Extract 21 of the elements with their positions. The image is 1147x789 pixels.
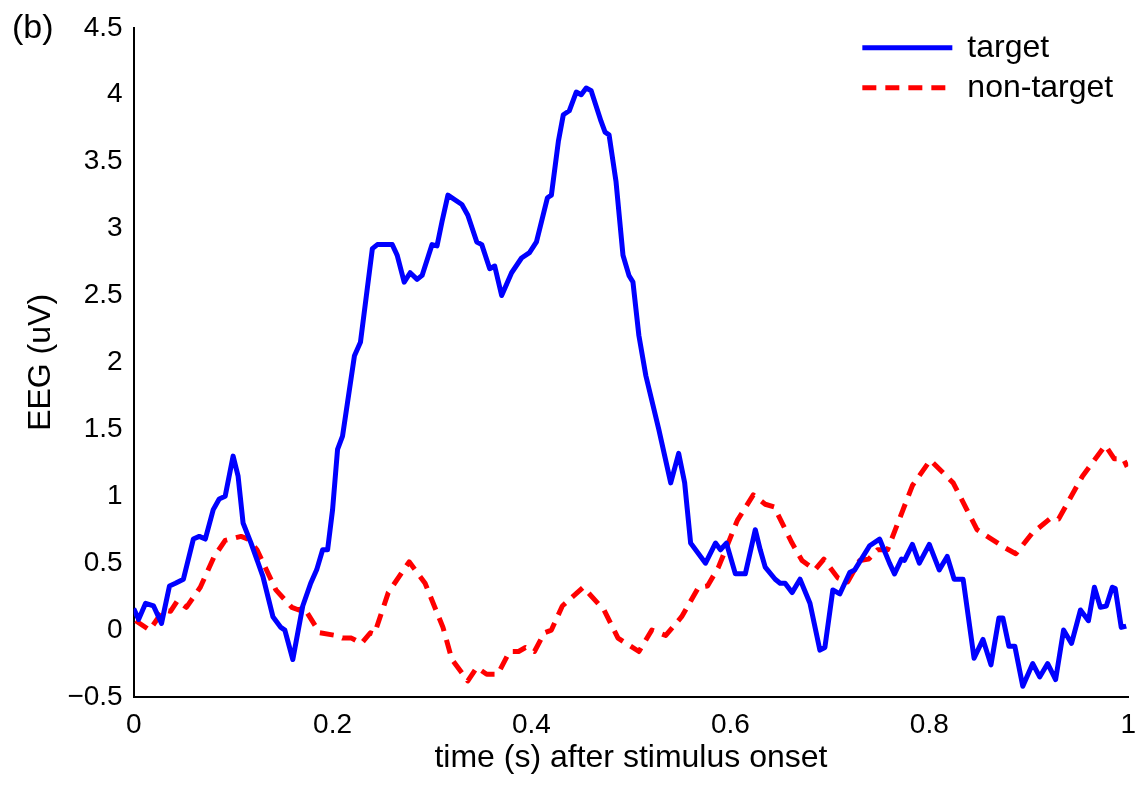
y-tick-label: 0 bbox=[107, 612, 123, 644]
y-tick-label: 3.5 bbox=[83, 144, 123, 176]
y-tick-label: 1 bbox=[107, 478, 123, 510]
y-tick-label: 3 bbox=[107, 211, 123, 243]
y-tick-label: 4 bbox=[107, 77, 123, 109]
x-axis-title: time (s) after stimulus onset bbox=[434, 737, 828, 774]
y-tick-label: 0.5 bbox=[83, 545, 123, 577]
x-tick-label: 0.6 bbox=[710, 707, 750, 739]
y-tick-label: 2 bbox=[107, 345, 123, 377]
text: (b) bbox=[12, 7, 54, 46]
y-tick-label: 4.5 bbox=[83, 10, 123, 42]
x-tick-label: 0.2 bbox=[313, 707, 353, 739]
legend-label: target bbox=[967, 27, 1050, 64]
y-axis-title: EEG (uV) bbox=[21, 293, 58, 431]
y-tick-label: 2.5 bbox=[83, 278, 123, 310]
x-tick-label: 0.8 bbox=[909, 707, 949, 739]
x-tick-label: 1 bbox=[1120, 707, 1136, 739]
x-tick-label: 0.4 bbox=[512, 707, 551, 739]
y-tick-label: 1.5 bbox=[83, 412, 123, 444]
legend-label: non-target bbox=[967, 67, 1114, 104]
y-tick-label: −0.5 bbox=[67, 679, 123, 711]
